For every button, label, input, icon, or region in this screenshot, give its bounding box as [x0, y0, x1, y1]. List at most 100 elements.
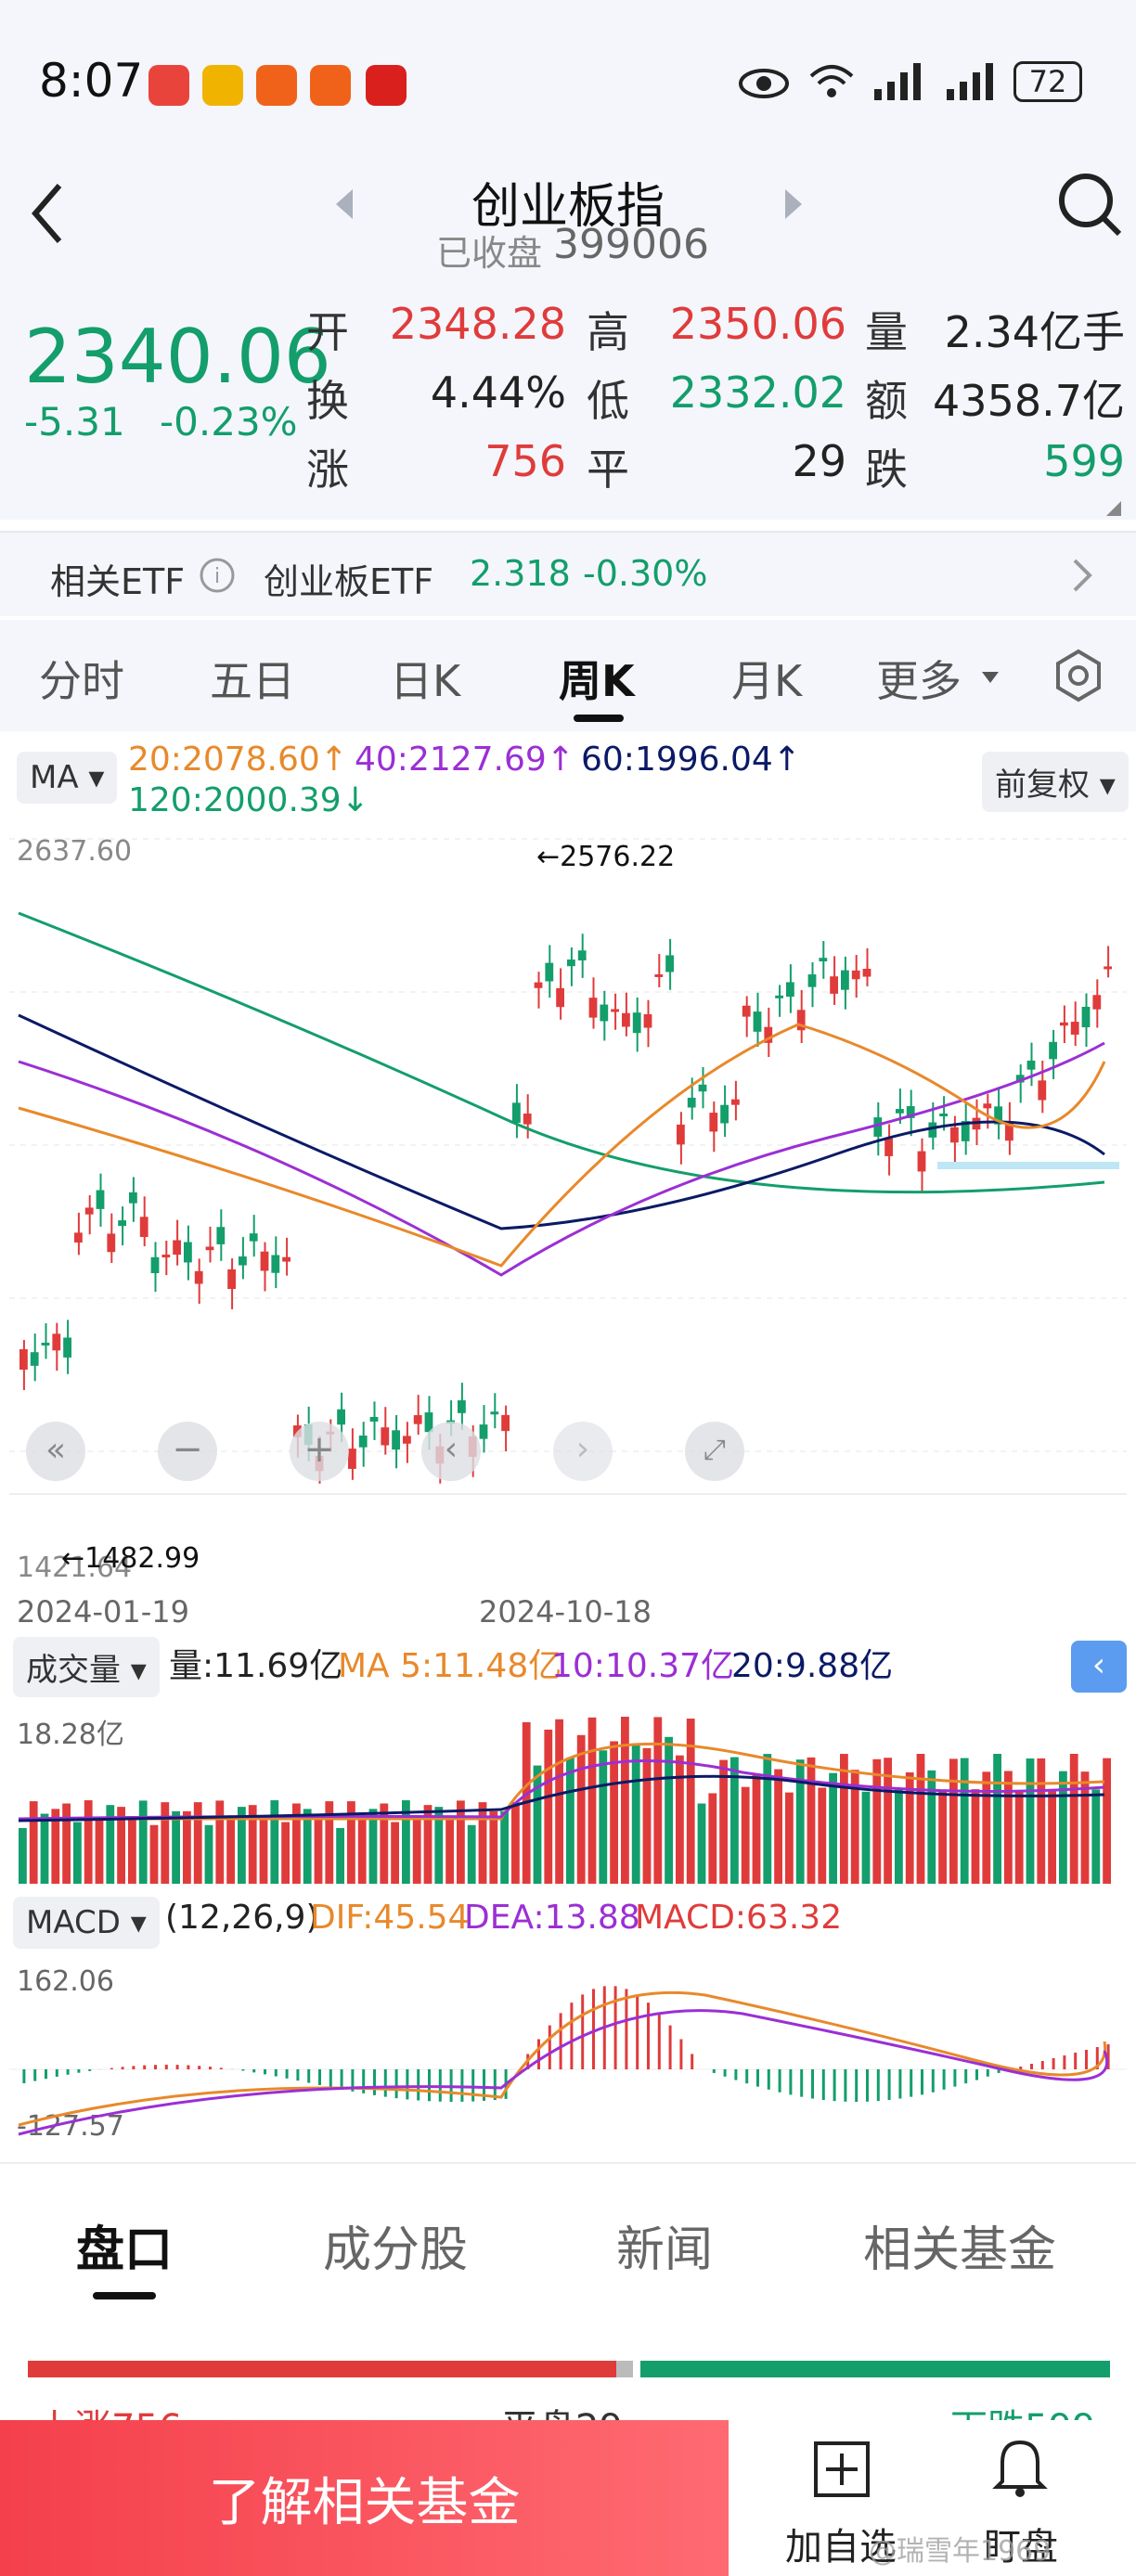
tab-constituents[interactable]: 成分股: [323, 2222, 469, 2278]
header: 创业板指 已收盘 399006: [0, 167, 1136, 297]
prev-index-icon[interactable]: [332, 186, 360, 223]
macd-dea-line: [18, 2009, 1109, 2136]
zoom-out-button[interactable]: −: [158, 1422, 217, 1481]
candle-body: [807, 974, 817, 987]
volume-chart[interactable]: [0, 1698, 1136, 1886]
candle-body: [271, 1255, 280, 1273]
volume-bar: [500, 1810, 509, 1884]
kline-chart[interactable]: [0, 830, 1136, 1498]
low-value: 2332.02: [669, 367, 846, 418]
candle-body: [588, 998, 598, 1018]
volume-bar: [993, 1754, 1001, 1884]
candle-body: [698, 1084, 707, 1092]
volume-bar: [511, 1802, 520, 1884]
volume-bar: [84, 1800, 93, 1884]
volume-bar: [895, 1788, 903, 1884]
candle-body: [1092, 995, 1102, 1010]
kline-high-mark: ←2576.22: [536, 841, 676, 873]
learn-funds-button[interactable]: 了解相关基金: [0, 2420, 729, 2576]
candle-body: [994, 1106, 1002, 1125]
etf-price: 2.318: [470, 553, 571, 594]
candle-body: [512, 1102, 521, 1124]
watch-label[interactable]: 盯盘: [984, 2526, 1058, 2569]
bell-icon[interactable]: [991, 2435, 1049, 2500]
expand-corner-icon[interactable]: [1104, 499, 1123, 518]
breadth-up-bar: [28, 2361, 616, 2377]
candle-body: [1005, 1121, 1013, 1141]
macd-selector-label: MACD: [26, 1904, 121, 1941]
volume-ma5: MA 5:11.48亿: [338, 1647, 562, 1685]
candle-body: [1049, 1041, 1057, 1060]
back-icon[interactable]: [24, 176, 71, 251]
volume-bar: [226, 1816, 235, 1884]
tab-five-day[interactable]: 五日: [210, 656, 295, 706]
volume-ymax-label: 18.28亿: [17, 1719, 124, 1751]
ma-selector[interactable]: MA ▾: [17, 752, 118, 804]
kline-date-start: 2024-01-19: [17, 1594, 189, 1629]
chevron-right-icon[interactable]: [1069, 555, 1097, 596]
period-tabs: 分时 五日 日K 周K 月K 更多: [0, 620, 1136, 731]
ma40-line: [18, 1041, 1105, 1277]
status-bar: 8:07 72: [0, 0, 1136, 167]
candle-body: [184, 1242, 192, 1263]
macd-chart[interactable]: [0, 1958, 1136, 2153]
volume-bar: [281, 1822, 290, 1884]
collapse-panel-button[interactable]: ‹: [1071, 1641, 1127, 1693]
breadth-flat-bar: [616, 2361, 633, 2377]
candle-body: [337, 1409, 345, 1425]
macd-selector[interactable]: MACD ▾: [13, 1897, 160, 1949]
candle-body: [30, 1352, 39, 1366]
candle-body: [917, 1151, 926, 1172]
candle-body: [983, 1103, 992, 1109]
candle-body: [1060, 1022, 1068, 1026]
zoom-in-button[interactable]: +: [290, 1422, 349, 1481]
candle-body: [884, 1138, 893, 1156]
search-icon[interactable]: [1054, 167, 1125, 241]
candle-body: [249, 1233, 258, 1242]
scroll-right-button[interactable]: ›: [553, 1422, 613, 1481]
volume-bar: [204, 1824, 213, 1884]
tab-news[interactable]: 新闻: [616, 2222, 714, 2278]
candle-body: [830, 976, 838, 994]
next-index-icon[interactable]: [778, 186, 806, 223]
volume-bar: [905, 1772, 914, 1884]
volume-bar: [686, 1719, 695, 1884]
last-price: 2340.06: [24, 314, 331, 400]
volume-bar: [1080, 1771, 1090, 1884]
tab-weekly-k[interactable]: 周K: [559, 656, 635, 706]
volume-bar: [117, 1807, 125, 1884]
settings-icon[interactable]: [1051, 648, 1106, 703]
candle-body: [632, 1012, 641, 1034]
scroll-left-button[interactable]: ‹: [421, 1422, 481, 1481]
volume-bar: [391, 1822, 399, 1884]
volume-bar: [19, 1828, 27, 1884]
tab-related-funds[interactable]: 相关基金: [863, 2222, 1057, 2278]
quote-panel: 2340.06 -5.31 -0.23% 开 2348.28 高 2350.06…: [0, 278, 1136, 520]
tab-daily-k[interactable]: 日K: [390, 656, 461, 706]
info-icon[interactable]: i: [199, 557, 236, 594]
candle-body: [227, 1269, 236, 1290]
scroll-start-button[interactable]: «: [26, 1422, 85, 1481]
volume-bar: [40, 1813, 49, 1884]
volume-bar: [368, 1809, 378, 1884]
candle-body: [654, 973, 664, 977]
candle-body: [369, 1416, 379, 1422]
amount-label: 额: [865, 376, 908, 426]
tab-orderbook[interactable]: 盘口: [76, 2222, 174, 2278]
page-title: 创业板指: [471, 179, 665, 235]
add-watchlist-icon[interactable]: [813, 2441, 871, 2498]
fullscreen-button[interactable]: ⤢: [685, 1422, 744, 1481]
tab-monthly-k[interactable]: 月K: [731, 656, 803, 706]
tab-intraday[interactable]: 分时: [39, 656, 124, 706]
signal-icon: [874, 63, 921, 100]
volume-selector[interactable]: 成交量 ▾: [13, 1637, 160, 1697]
tab-more[interactable]: 更多: [876, 656, 962, 706]
add-watchlist-label[interactable]: 加自选: [785, 2526, 897, 2569]
candle-body: [1015, 1075, 1025, 1083]
volume-bar: [336, 1827, 344, 1884]
volume-bar: [314, 1813, 323, 1884]
adjust-selector[interactable]: 前复权 ▾: [982, 752, 1129, 812]
volume-bar: [270, 1800, 279, 1884]
related-etf-row[interactable]: 相关ETF i 创业板ETF 2.318 -0.30%: [0, 531, 1136, 616]
volume-ma10: 10:10.37亿: [551, 1647, 734, 1685]
